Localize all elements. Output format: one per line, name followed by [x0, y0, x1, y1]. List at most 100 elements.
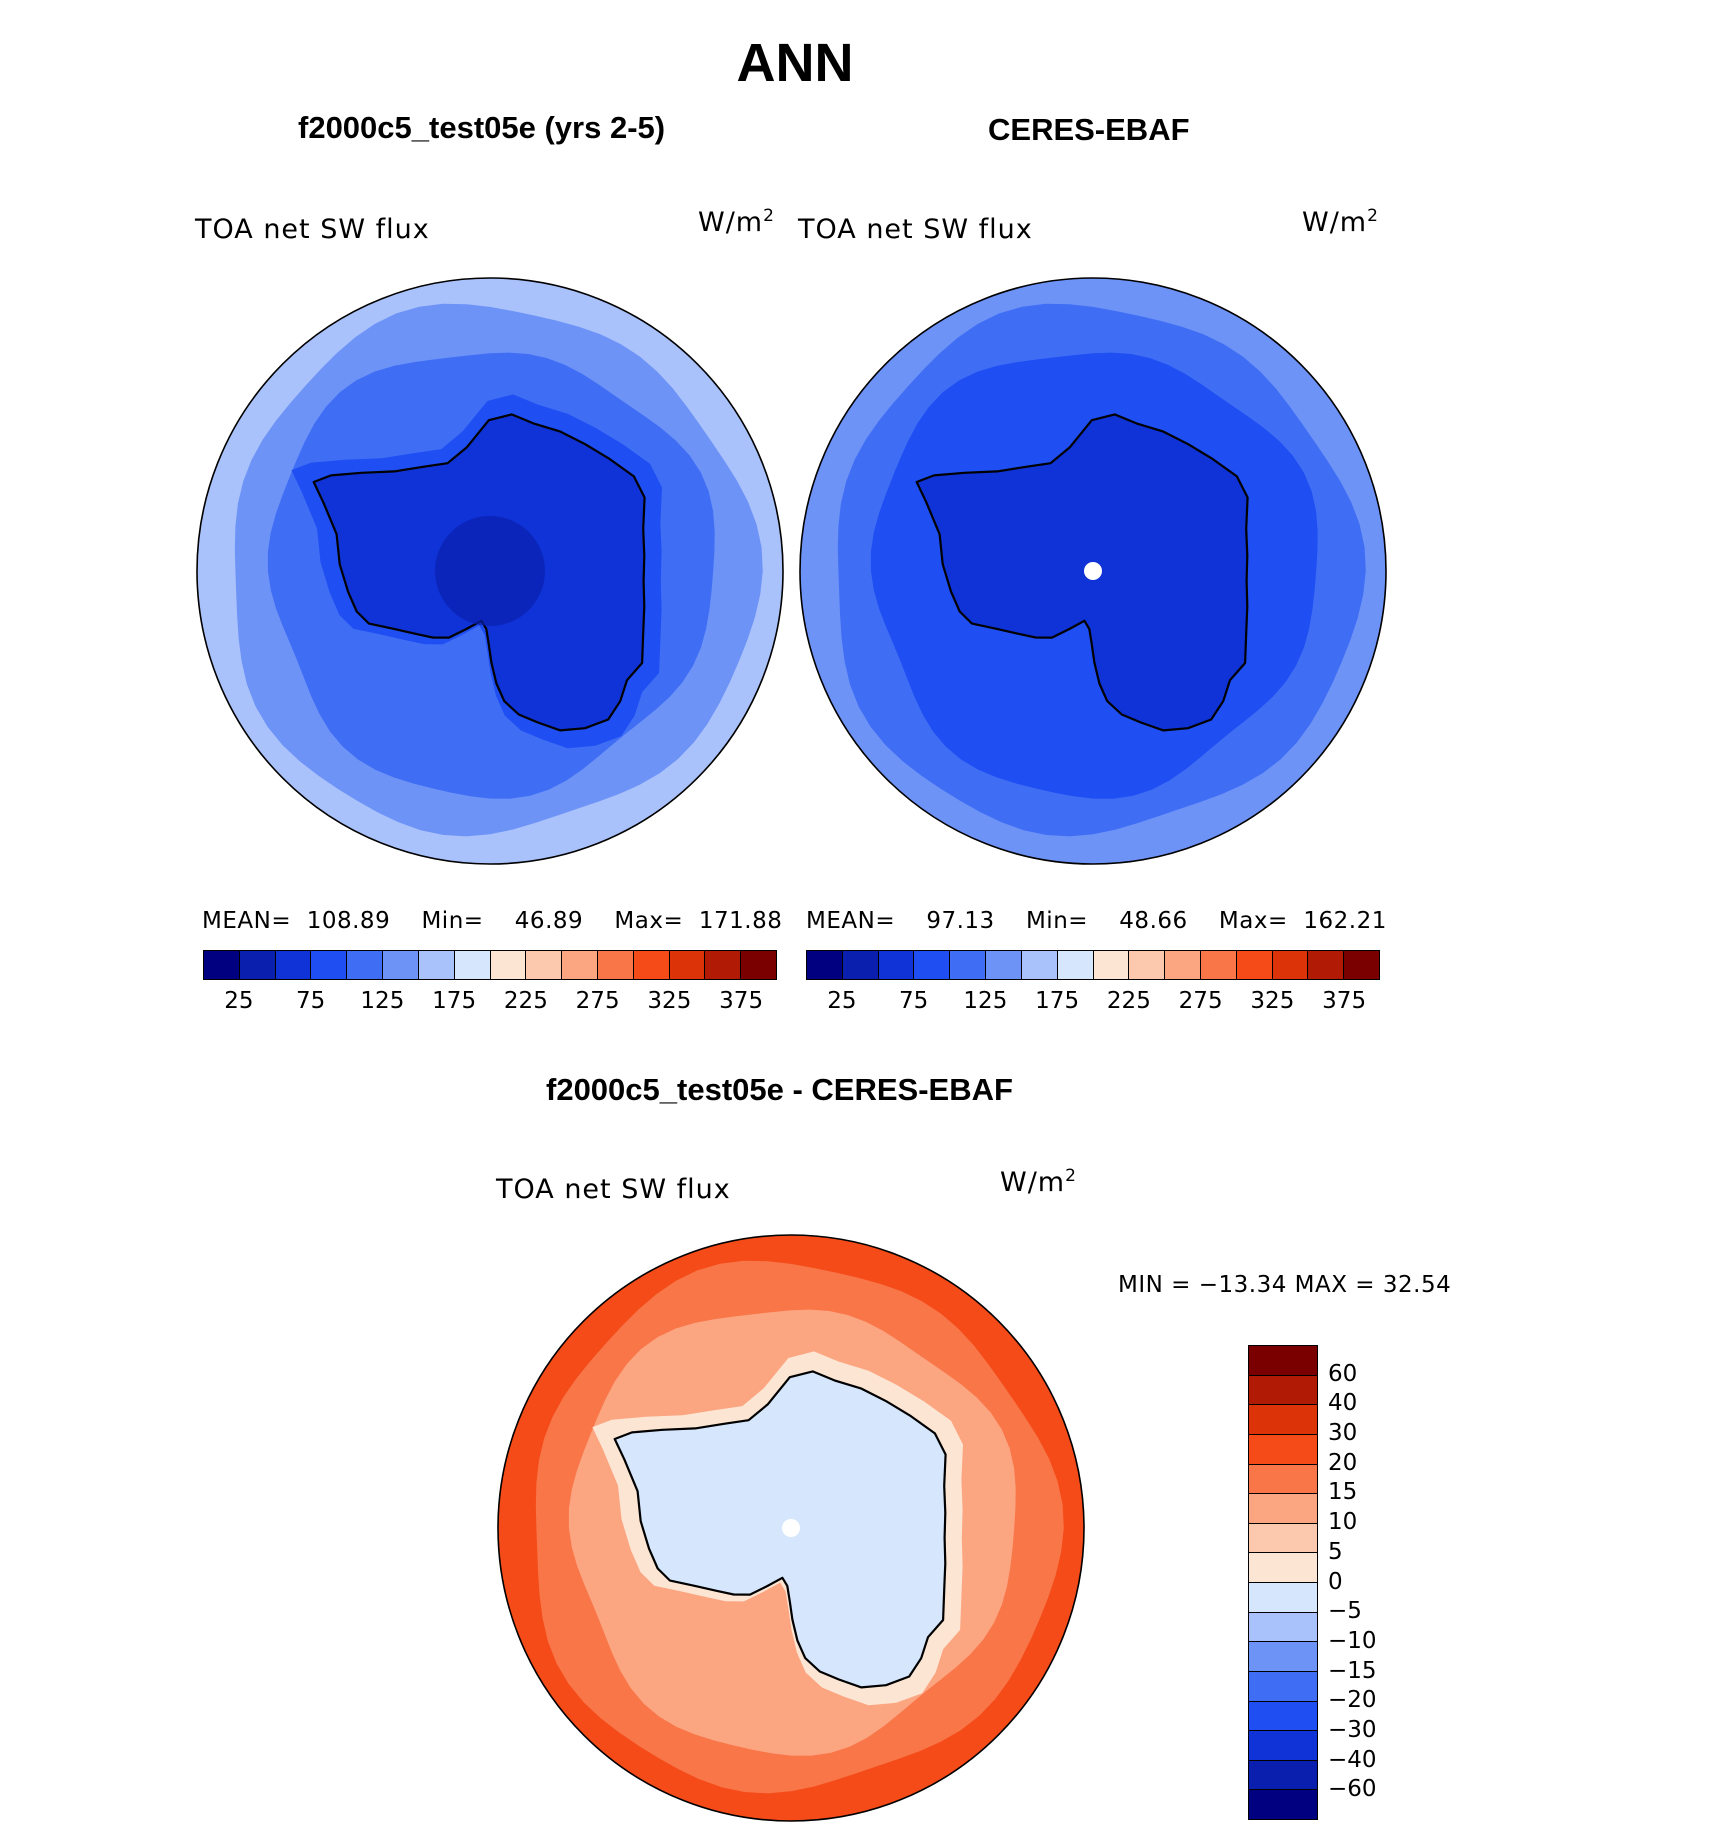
test-stats: MEAN= 108.89 Min= 46.89 Max= 171.88 [202, 908, 783, 934]
diff-colorbar-tick-label: −15 [1328, 1657, 1377, 1684]
diff-colorbar-tick-label: −10 [1328, 1627, 1377, 1654]
diff-colorbar-swatch [1249, 1731, 1317, 1761]
obs-colorbar-swatch [986, 951, 1022, 979]
test-colorbar-swatch [705, 951, 742, 979]
obs-colorbar-swatch [1200, 951, 1237, 979]
test-colorbar-swatch [383, 951, 419, 979]
obs-colorbar-swatch [878, 951, 915, 979]
test-units: W/m2 [698, 206, 775, 238]
diff-colorbar-swatch [1249, 1583, 1317, 1613]
diff-minmax: MIN = −13.34 MAX = 32.54 [1118, 1272, 1452, 1298]
obs-units: W/m2 [1302, 206, 1379, 238]
diff-colorbar-swatch [1249, 1405, 1317, 1435]
diff-pole-region [782, 1519, 800, 1537]
test-map-field [197, 278, 783, 864]
test-colorbar-tick-label: 25 [224, 988, 254, 1014]
test-colorbar-swatch [562, 951, 598, 979]
diff-map-field [498, 1235, 1084, 1821]
obs-colorbar-swatch [807, 951, 843, 979]
test-colorbar-tick-label: 375 [719, 988, 764, 1014]
diff-colorbar-swatch [1249, 1760, 1317, 1791]
diff-colorbar-swatch [1249, 1434, 1317, 1465]
diff-colorbar-swatch [1249, 1701, 1317, 1732]
obs-colorbar-swatch [1057, 951, 1094, 979]
test-colorbar-swatch [204, 951, 240, 979]
test-colorbar-tick-label: 175 [432, 988, 477, 1014]
test-colorbar-swatch [526, 951, 563, 979]
test-colorbar-swatch [633, 951, 670, 979]
diff-colorbar-swatch [1249, 1494, 1317, 1524]
diff-colorbar-tick-label: 60 [1328, 1360, 1358, 1387]
diff-colorbar-swatch [1249, 1671, 1317, 1702]
test-colorbar-tick-label: 225 [503, 988, 548, 1014]
diff-colorbar-tick-label: 10 [1328, 1509, 1358, 1536]
test-colorbar-swatch [239, 951, 276, 979]
obs-colorbar [806, 950, 1380, 980]
test-colorbar-swatch [597, 951, 634, 979]
diff-colorbar-tick-label: 20 [1328, 1449, 1358, 1476]
test-panel-title: f2000c5_test05e (yrs 2-5) [298, 110, 666, 145]
diff-colorbar-tick-label: −40 [1328, 1746, 1377, 1773]
test-colorbar-tick-label: 75 [295, 988, 326, 1014]
diff-colorbar-tick-label: −60 [1328, 1776, 1377, 1803]
obs-colorbar-tick-label: 275 [1178, 988, 1223, 1014]
obs-colorbar-swatch [1093, 951, 1130, 979]
diff-colorbar-tick-label: −30 [1328, 1716, 1377, 1743]
test-colorbar-swatch [741, 951, 776, 979]
test-colorbar-tick-label: 275 [575, 988, 620, 1014]
obs-colorbar-swatch [842, 951, 879, 979]
obs-colorbar-swatch [1308, 951, 1345, 979]
obs-antarctica-coastline [915, 413, 1249, 732]
obs-colorbar-swatch [914, 951, 951, 979]
diff-colorbar-tick-label: 0 [1328, 1568, 1343, 1595]
diff-colorbar-tick-label: −20 [1328, 1687, 1377, 1714]
diff-colorbar-tick-label: 30 [1328, 1420, 1358, 1447]
diff-colorbar-swatch [1249, 1553, 1317, 1583]
obs-colorbar-tick-label: 25 [827, 988, 857, 1014]
diff-colorbar-tick-label: 15 [1328, 1479, 1358, 1506]
test-colorbar-tick-label: 125 [360, 988, 405, 1014]
obs-colorbar-swatch [1021, 951, 1058, 979]
obs-colorbar-tick-label: 375 [1322, 988, 1367, 1014]
test-colorbar-ticks: 25 75 125 175 225 275 325 375 [203, 988, 777, 1018]
test-pole-region [435, 516, 545, 626]
test-colorbar-swatch [669, 951, 706, 979]
test-colorbar-tick-label: 325 [647, 988, 692, 1014]
obs-map-field [800, 278, 1386, 864]
obs-colorbar-tick-label: 175 [1035, 988, 1080, 1014]
test-polar-map [196, 277, 784, 865]
obs-colorbar-tick-label: 75 [898, 988, 929, 1014]
obs-colorbar-tick-label: 225 [1106, 988, 1151, 1014]
obs-colorbar-swatch [1165, 951, 1201, 979]
test-colorbar-swatch [311, 951, 348, 979]
test-colorbar-swatch [347, 951, 384, 979]
obs-map-border [799, 277, 1387, 865]
diff-units: W/m2 [1000, 1166, 1077, 1198]
obs-colorbar-tick-label: 125 [963, 988, 1008, 1014]
diff-map-border [497, 1234, 1085, 1822]
diff-colorbar-swatch [1249, 1642, 1317, 1672]
diff-colorbar-swatch [1249, 1346, 1317, 1376]
obs-panel-title: CERES-EBAF [988, 112, 1190, 147]
diff-variable-label: TOA net SW flux [496, 1174, 731, 1205]
obs-colorbar-swatch [950, 951, 987, 979]
diff-colorbar-swatch [1249, 1612, 1317, 1643]
diff-colorbar-swatch [1249, 1523, 1317, 1554]
diff-colorbar-tick-label: 5 [1328, 1538, 1343, 1565]
obs-pole-region [1084, 562, 1102, 580]
obs-colorbar-tick-label: 325 [1250, 988, 1295, 1014]
test-colorbar-swatch [454, 951, 491, 979]
diff-colorbar-ticks: 60 40 30 20 15 10 5 0 −5 −10 −15 −20 −30 −40 −60 [1328, 1345, 1408, 1820]
test-map-border [196, 277, 784, 865]
diff-antarctica-coastline [613, 1370, 947, 1689]
obs-colorbar-ticks: 25 75 125 175 225 275 325 375 [806, 988, 1380, 1018]
diff-colorbar [1248, 1345, 1318, 1820]
diff-colorbar-tick-label: 40 [1328, 1390, 1358, 1417]
test-colorbar [203, 950, 777, 980]
test-variable-label: TOA net SW flux [195, 214, 430, 245]
obs-colorbar-swatch [1236, 951, 1273, 979]
obs-variable-label: TOA net SW flux [798, 214, 1033, 245]
diff-colorbar-swatch [1249, 1464, 1317, 1495]
obs-colorbar-swatch [1272, 951, 1309, 979]
test-colorbar-swatch [418, 951, 455, 979]
